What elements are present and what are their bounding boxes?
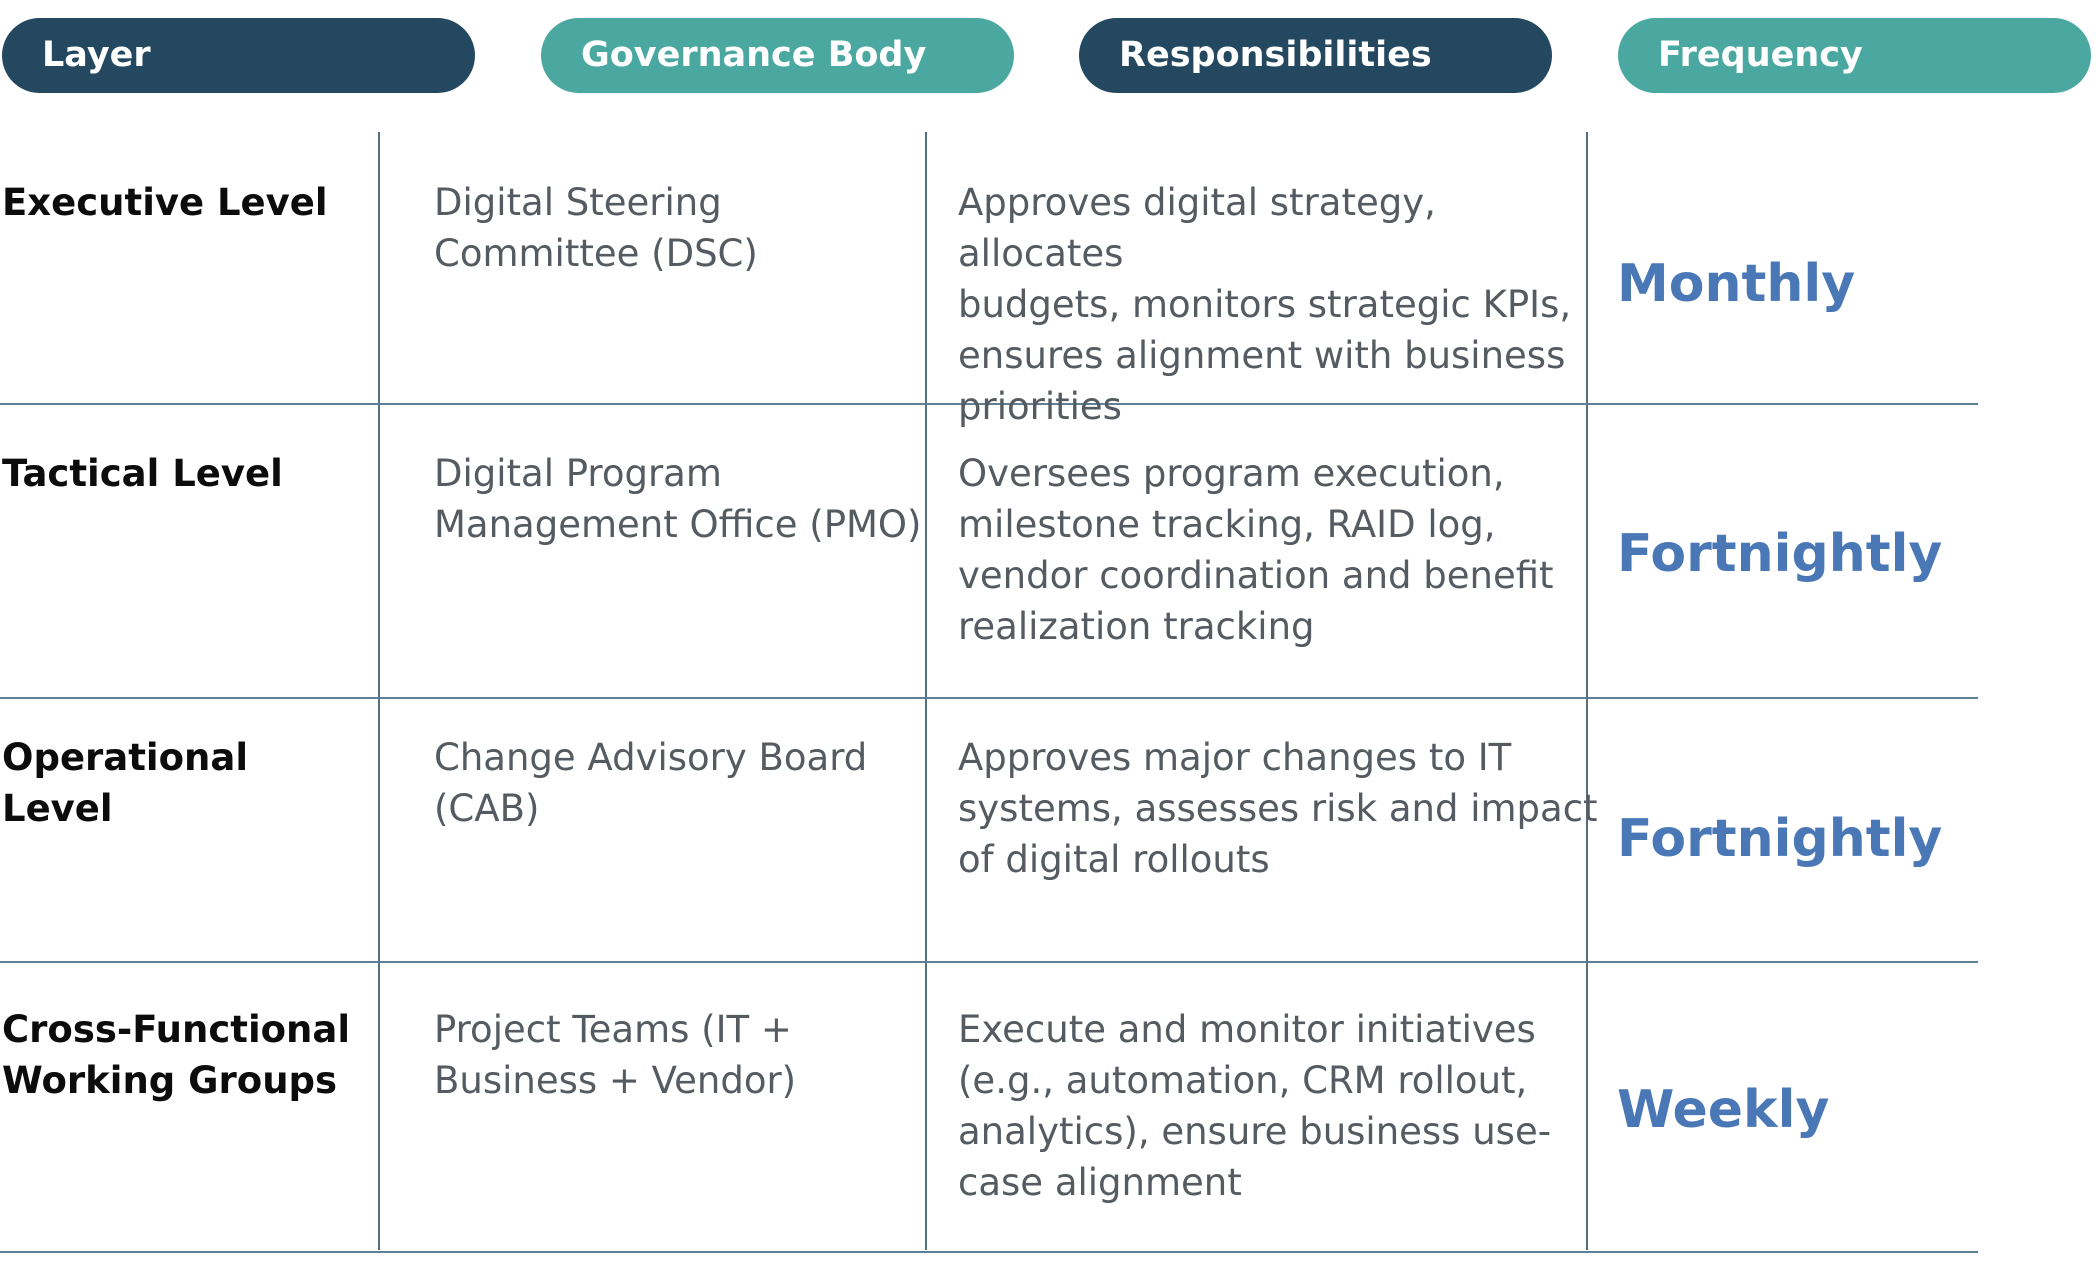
header-frequency: Frequency [1618, 18, 2091, 93]
row-3-layer-line: Level [2, 787, 113, 830]
row-4-resp-line: case alignment [958, 1161, 1242, 1204]
row-2-body-line: Management Office (PMO) [434, 503, 922, 546]
row-4-layer: Cross-Functional Working Groups [2, 1004, 362, 1106]
row-3-resp-line: Approves major changes to IT [958, 736, 1512, 779]
header-governance-body: Governance Body [541, 18, 1014, 93]
row-3-body-line: Change Advisory Board [434, 736, 868, 779]
row-3-resp-line: of digital rollouts [958, 838, 1270, 881]
row-4-layer-line: Working Groups [2, 1059, 338, 1102]
row-4-governance-body: Project Teams (IT + Business + Vendor) [434, 1004, 934, 1106]
column-divider-2 [925, 132, 927, 1250]
header-responsibilities: Responsibilities [1079, 18, 1552, 93]
row-1-resp-line: priorities [958, 385, 1122, 428]
row-2-layer-line: Tactical Level [2, 452, 283, 495]
row-1-resp-line: ensures alignment with business [958, 334, 1566, 377]
row-3-responsibilities: Approves major changes to IT systems, as… [958, 732, 1598, 885]
row-2-body-line: Digital Program [434, 452, 722, 495]
row-1-layer-line: Executive Level [2, 181, 328, 224]
row-divider-2 [0, 697, 1978, 699]
row-2-resp-line: Oversees program execution, [958, 452, 1505, 495]
row-2-layer: Tactical Level [2, 448, 362, 499]
row-3-governance-body: Change Advisory Board (CAB) [434, 732, 934, 834]
row-4-resp-line: analytics), ensure business use- [958, 1110, 1552, 1153]
row-3-layer: Operational Level [2, 732, 362, 834]
row-3-body-line: (CAB) [434, 787, 540, 830]
row-4-layer-line: Cross-Functional [2, 1008, 351, 1051]
row-1-resp-line: Approves digital strategy, allocates [958, 181, 1436, 275]
row-4-resp-line: (e.g., automation, CRM rollout, [958, 1059, 1528, 1102]
row-2-frequency: Fortnightly [1617, 524, 1943, 584]
row-1-body-line: Committee (DSC) [434, 232, 758, 275]
row-4-responsibilities: Execute and monitor initiatives (e.g., a… [958, 1004, 1598, 1208]
row-2-resp-line: vendor coordination and benefit [958, 554, 1554, 597]
row-1-resp-line: budgets, monitors strategic KPIs, [958, 283, 1572, 326]
row-1-governance-body: Digital Steering Committee (DSC) [434, 177, 934, 279]
row-4-frequency: Weekly [1617, 1080, 1830, 1140]
column-divider-1 [378, 132, 380, 1250]
row-1-frequency: Monthly [1617, 254, 1856, 314]
row-1-responsibilities: Approves digital strategy, allocates bud… [958, 177, 1598, 432]
row-3-resp-line: systems, assesses risk and impact [958, 787, 1598, 830]
row-divider-3 [0, 961, 1978, 963]
row-1-layer: Executive Level [2, 177, 362, 228]
row-2-responsibilities: Oversees program execution, milestone tr… [958, 448, 1598, 652]
row-divider-bottom [0, 1251, 1978, 1253]
row-3-frequency: Fortnightly [1617, 809, 1943, 869]
row-divider-1 [0, 403, 1978, 405]
row-4-resp-line: Execute and monitor initiatives [958, 1008, 1536, 1051]
column-divider-3 [1586, 132, 1588, 1250]
row-4-body-line: Business + Vendor) [434, 1059, 797, 1102]
row-3-layer-line: Operational [2, 736, 249, 779]
row-1-body-line: Digital Steering [434, 181, 722, 224]
row-2-resp-line: milestone tracking, RAID log, [958, 503, 1496, 546]
header-layer: Layer [2, 18, 475, 93]
row-2-governance-body: Digital Program Management Office (PMO) [434, 448, 934, 550]
row-4-body-line: Project Teams (IT + [434, 1008, 792, 1051]
row-2-resp-line: realization tracking [958, 605, 1315, 648]
